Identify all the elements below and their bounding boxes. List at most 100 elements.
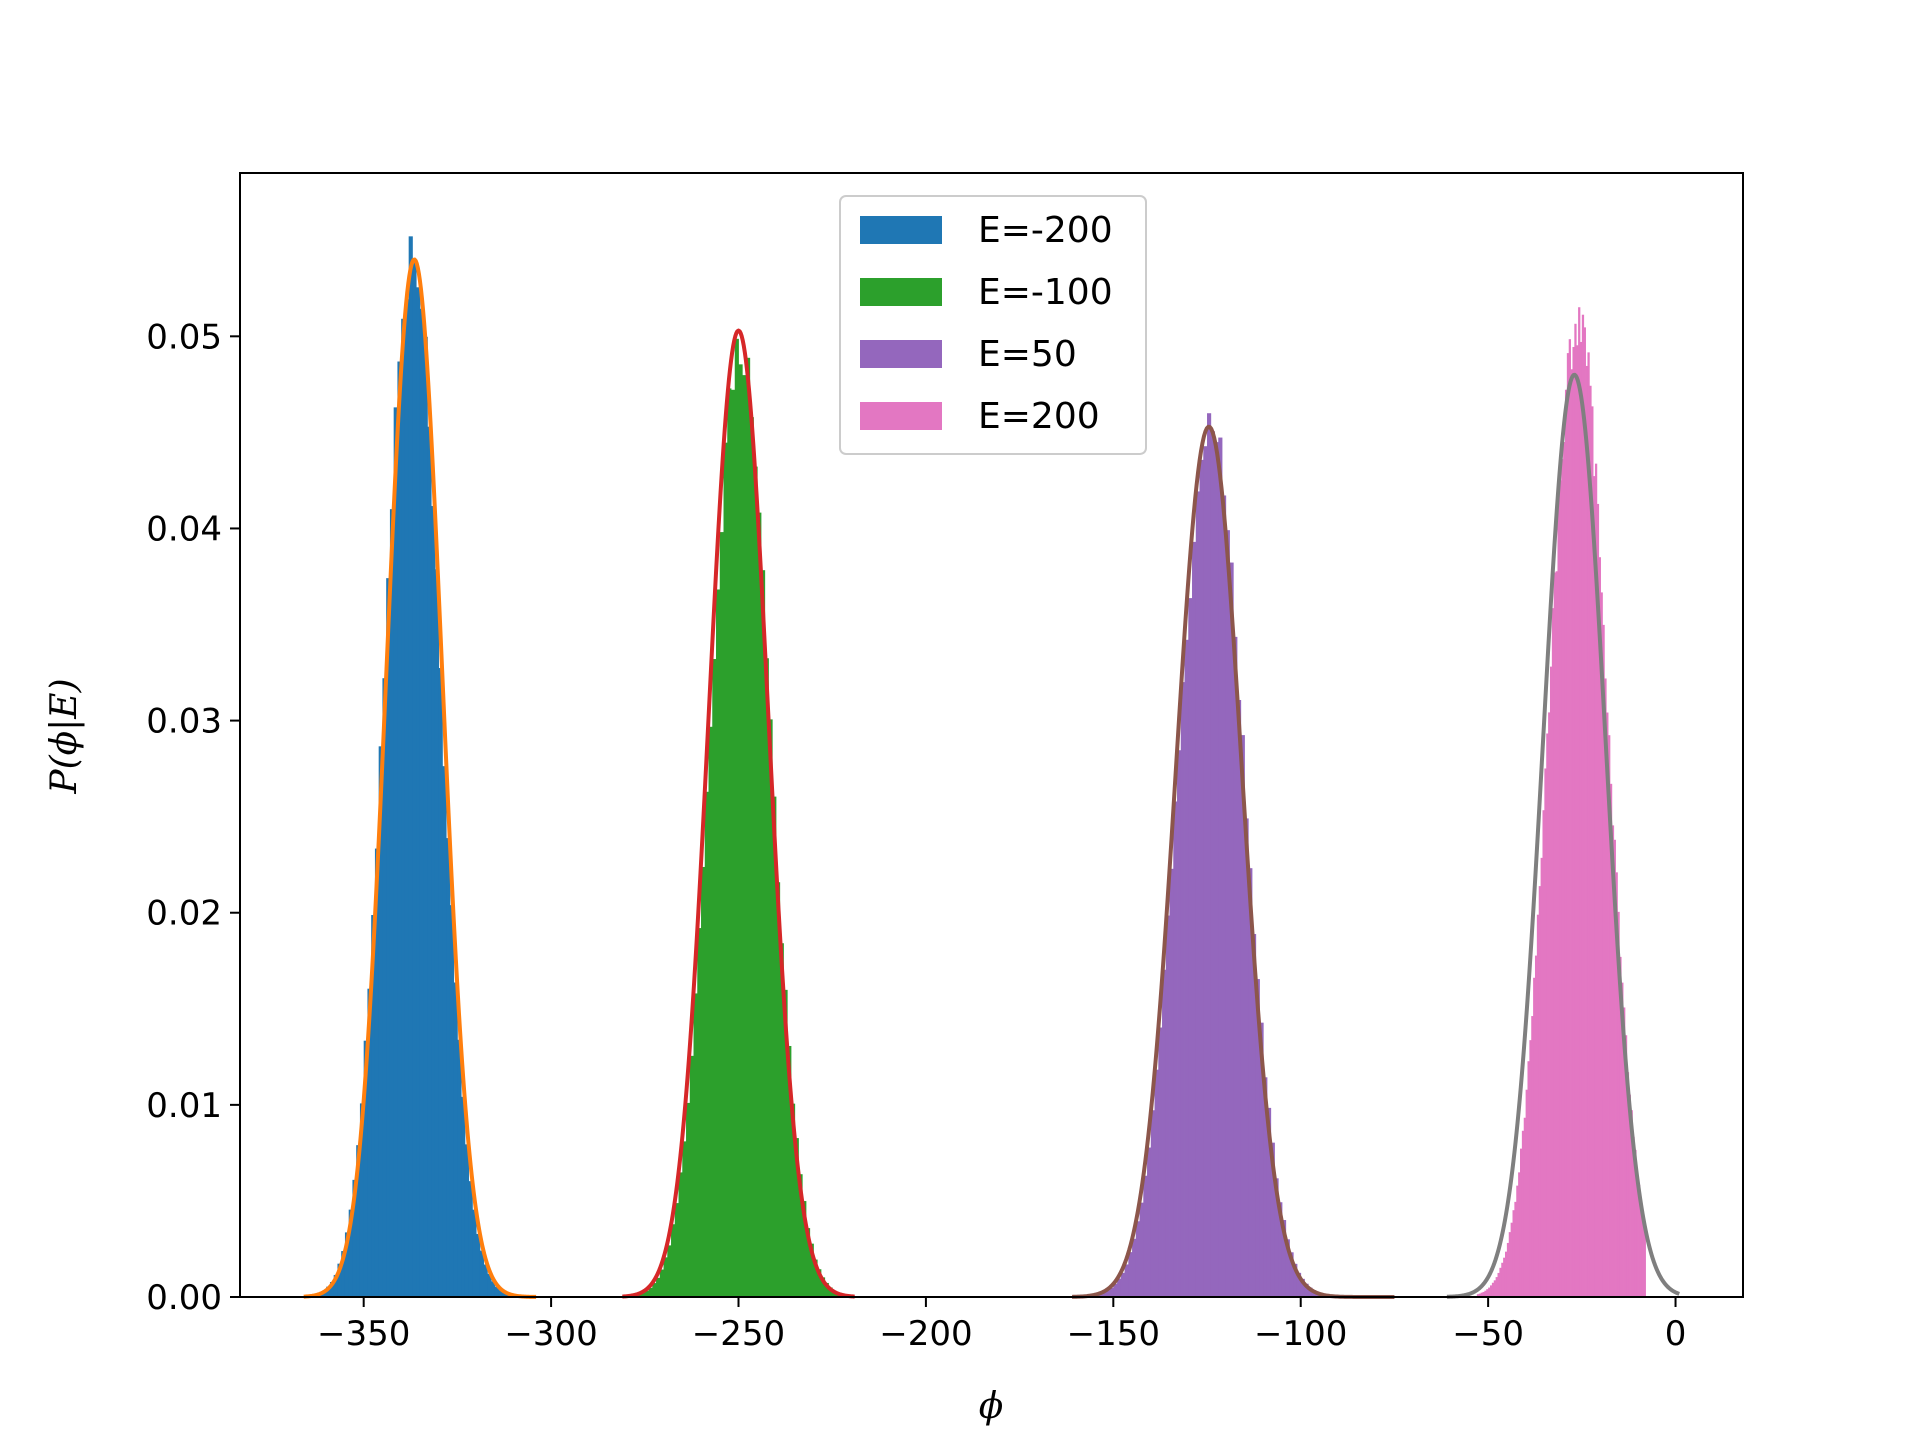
histogram-bar <box>1523 1117 1526 1297</box>
histogram-bar <box>693 993 698 1297</box>
histogram-bar <box>1617 911 1620 1297</box>
x-tick-label: −200 <box>879 1314 972 1354</box>
histogram-bar <box>1482 1291 1485 1297</box>
histogram-bar <box>1192 541 1197 1297</box>
histogram-bar <box>772 796 777 1297</box>
y-tick-label: 0.00 <box>146 1278 222 1318</box>
histogram-bar <box>1132 1238 1137 1297</box>
histogram-bar <box>1576 345 1579 1297</box>
histogram-bar <box>1521 1130 1525 1297</box>
histogram-bar <box>397 361 402 1297</box>
histogram-bar <box>708 726 713 1297</box>
histogram-bar <box>393 407 398 1297</box>
histogram-bar <box>1630 1110 1633 1297</box>
histogram-bar <box>1495 1277 1498 1297</box>
histogram-bar <box>1638 1184 1641 1297</box>
histogram-bar <box>1195 491 1200 1297</box>
histogram-bar <box>824 1282 829 1297</box>
histogram-bar <box>1587 352 1590 1297</box>
histogram-bar <box>779 943 784 1297</box>
histogram-bar <box>1274 1178 1279 1297</box>
histogram-bar <box>1564 389 1568 1297</box>
histogram-bar <box>1497 1272 1500 1297</box>
histogram-bar <box>1484 1290 1487 1297</box>
histogram-bar <box>746 357 751 1297</box>
histogram-bar <box>1568 339 1571 1297</box>
histogram-bar <box>1533 977 1536 1297</box>
histogram-bar <box>1611 825 1615 1297</box>
histogram-bar <box>798 1174 803 1297</box>
x-axis: −350 −300 −250 −200 −150 −100 −50 0 <box>317 1297 1686 1354</box>
histogram-bar <box>1508 1232 1512 1297</box>
histogram-bar <box>487 1273 492 1297</box>
histogram-bar <box>1486 1289 1489 1297</box>
histogram-bar <box>682 1141 687 1297</box>
histogram-bar <box>1293 1263 1298 1297</box>
histogram-bar <box>378 746 383 1297</box>
histogram-bar <box>1098 1293 1103 1297</box>
histogram-bar <box>686 1102 691 1297</box>
y-axis-label: P(ϕ|E) <box>44 678 85 794</box>
histogram-bar <box>734 338 739 1297</box>
legend: E=-200 E=-100 E=50 E=200 <box>839 195 1147 455</box>
histogram-bar <box>1154 1069 1159 1297</box>
histogram-bar <box>1147 1147 1152 1297</box>
legend-swatch <box>860 278 942 306</box>
histogram-bar <box>1180 682 1185 1297</box>
histogram-bar <box>408 236 413 1298</box>
histogram-bar <box>1551 608 1555 1297</box>
histogram-bar <box>1527 1061 1530 1297</box>
histogram-bar <box>802 1201 807 1297</box>
histogram-bar <box>333 1274 338 1297</box>
histogram-bar <box>1566 353 1570 1298</box>
histogram-bar <box>1598 557 1601 1297</box>
histogram-bar <box>1210 431 1215 1297</box>
histogram-bar <box>1300 1278 1305 1297</box>
histogram-bar <box>787 1045 792 1297</box>
fit-curve <box>1445 372 1681 1299</box>
histogram-bar <box>704 791 709 1297</box>
histogram-bar <box>1184 639 1189 1297</box>
histogram-bar <box>1289 1252 1294 1297</box>
histogram-bar <box>1139 1202 1144 1297</box>
histogram-bar <box>502 1292 507 1297</box>
histogram-bar <box>1578 307 1581 1298</box>
histogram-bar <box>1639 1201 1643 1297</box>
histogram-bar <box>783 989 788 1297</box>
histogram-bar <box>1480 1292 1483 1297</box>
histogram-bar <box>1255 979 1260 1297</box>
histogram-bar <box>1561 459 1564 1298</box>
histogram-bar <box>656 1277 661 1297</box>
histogram-bar <box>1109 1287 1114 1297</box>
histogram-bar <box>374 848 380 1297</box>
histogram-bar <box>1252 934 1257 1297</box>
histogram-bar <box>476 1233 481 1297</box>
histogram-bar <box>667 1245 672 1297</box>
histogram-bar <box>1135 1221 1140 1297</box>
histogram-bar <box>1538 886 1541 1297</box>
histogram-bar <box>494 1286 500 1297</box>
histogram-bar <box>701 866 706 1297</box>
histogram-bar <box>1237 700 1242 1297</box>
plot-frame <box>239 172 1744 1298</box>
legend-swatch <box>860 340 942 368</box>
histogram-bar <box>659 1269 664 1297</box>
histogram-bar <box>359 1103 365 1297</box>
histogram-bar <box>731 389 736 1297</box>
histogram-bar <box>1499 1267 1502 1297</box>
histogram-bar <box>809 1243 814 1297</box>
histogram-bar <box>356 1145 361 1297</box>
histogram-bar <box>820 1277 826 1297</box>
histogram-bar <box>794 1138 799 1297</box>
legend-label: E=-100 <box>978 272 1113 313</box>
histogram-bar <box>1173 801 1178 1297</box>
histogram-bar <box>1589 385 1592 1297</box>
y-tick-label: 0.05 <box>146 317 222 357</box>
histogram-bar <box>367 988 372 1297</box>
x-tick-label: 0 <box>1665 1314 1687 1354</box>
histogram-bar <box>1281 1220 1287 1297</box>
histogram-bar <box>1490 1285 1493 1297</box>
x-tick-label: −150 <box>1067 1314 1160 1354</box>
histogram-bar <box>423 336 428 1297</box>
histogram-bar <box>453 982 458 1297</box>
